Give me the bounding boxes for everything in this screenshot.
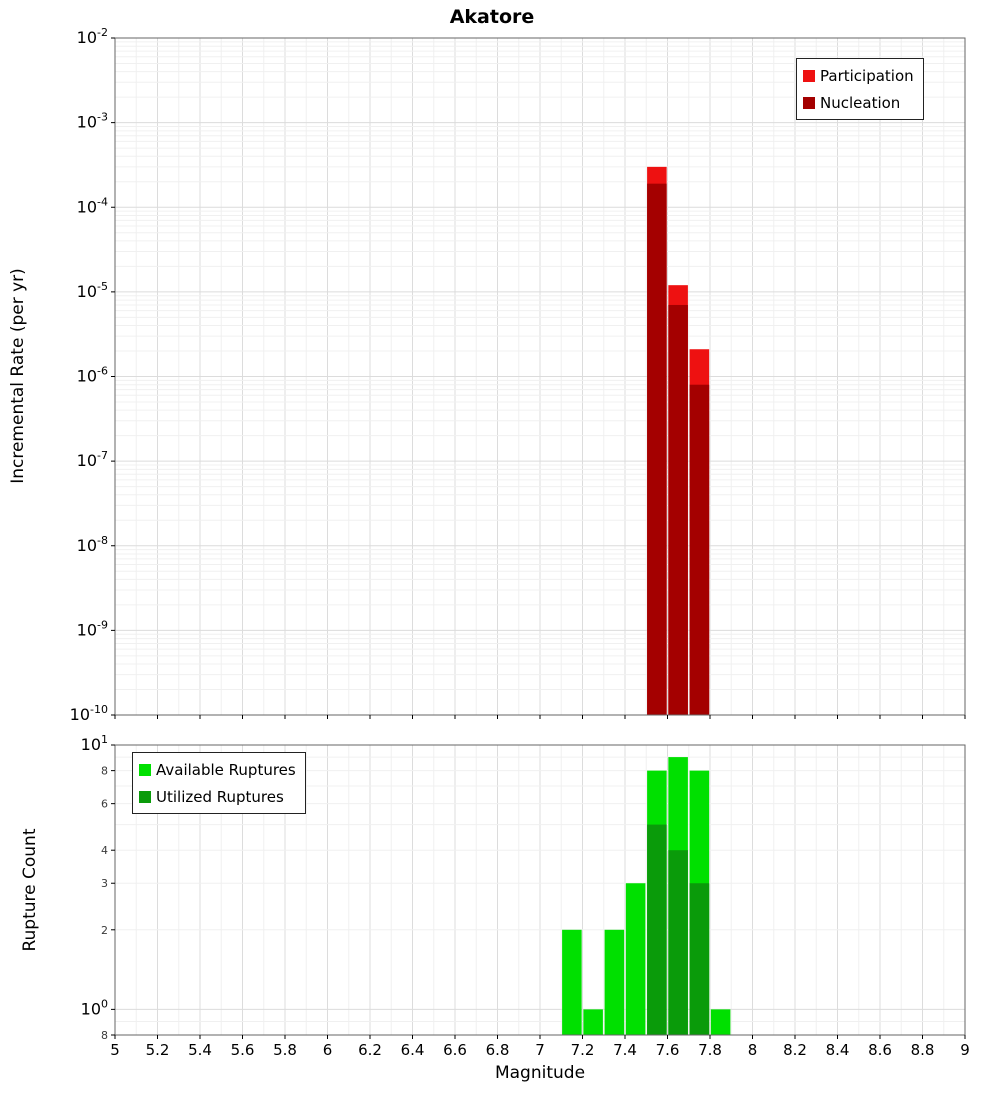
legend-item-nucleation: Nucleation	[803, 89, 914, 116]
legend-label-available: Available Ruptures	[156, 760, 296, 779]
svg-text:6: 6	[101, 798, 108, 811]
rate-legend: Participation Nucleation	[796, 58, 924, 120]
svg-text:7.4: 7.4	[613, 1041, 637, 1059]
legend-item-participation: Participation	[803, 62, 914, 89]
svg-text:7.2: 7.2	[571, 1041, 595, 1059]
svg-text:7.6: 7.6	[656, 1041, 680, 1059]
svg-text:8.2: 8.2	[783, 1041, 807, 1059]
svg-text:10-4: 10-4	[77, 195, 108, 216]
svg-text:10-6: 10-6	[77, 365, 108, 386]
available-swatch	[139, 763, 151, 776]
participation-swatch	[803, 69, 815, 82]
count-legend: Available Ruptures Utilized Ruptures	[132, 752, 306, 814]
legend-item-available: Available Ruptures	[139, 756, 296, 783]
svg-text:8.4: 8.4	[826, 1041, 850, 1059]
svg-text:9: 9	[960, 1041, 970, 1059]
svg-text:101: 101	[81, 733, 108, 754]
svg-text:8.6: 8.6	[868, 1041, 892, 1059]
svg-text:100: 100	[81, 997, 108, 1018]
svg-text:5.2: 5.2	[146, 1041, 170, 1059]
count-axis-label: Rupture Count	[20, 828, 40, 952]
svg-text:6: 6	[323, 1041, 333, 1059]
svg-text:6.8: 6.8	[486, 1041, 510, 1059]
svg-text:7: 7	[535, 1041, 545, 1059]
svg-text:8.8: 8.8	[911, 1041, 935, 1059]
magnitude-axis-label: Magnitude	[494, 1063, 586, 1083]
svg-text:2: 2	[101, 924, 108, 937]
svg-text:6.6: 6.6	[443, 1041, 467, 1059]
svg-text:10-2: 10-2	[77, 26, 108, 47]
legend-label-participation: Participation	[820, 66, 914, 85]
svg-text:8: 8	[748, 1041, 758, 1059]
svg-text:6.2: 6.2	[358, 1041, 382, 1059]
svg-text:7.8: 7.8	[698, 1041, 722, 1059]
chart-title: Akatore	[449, 6, 535, 28]
svg-text:5.8: 5.8	[273, 1041, 297, 1059]
svg-text:6.4: 6.4	[401, 1041, 425, 1059]
legend-label-utilized: Utilized Ruptures	[156, 787, 284, 806]
svg-text:10-9: 10-9	[77, 618, 108, 639]
svg-text:5.6: 5.6	[231, 1041, 255, 1059]
svg-text:4: 4	[101, 844, 108, 857]
svg-text:5.4: 5.4	[188, 1041, 212, 1059]
svg-text:8: 8	[101, 1029, 108, 1042]
svg-text:10-7: 10-7	[77, 449, 108, 470]
svg-text:8: 8	[101, 765, 108, 778]
legend-label-nucleation: Nucleation	[820, 93, 901, 112]
svg-text:3: 3	[101, 877, 108, 890]
svg-text:10-10: 10-10	[70, 703, 108, 724]
svg-text:10-5: 10-5	[77, 280, 108, 301]
nucleation-swatch	[803, 96, 815, 109]
rate-axis-label: Incremental Rate (per yr)	[8, 268, 28, 484]
svg-text:10-8: 10-8	[77, 534, 108, 555]
utilized-swatch	[139, 790, 151, 803]
svg-text:10-3: 10-3	[77, 111, 108, 132]
svg-text:5: 5	[110, 1041, 120, 1059]
legend-item-utilized: Utilized Ruptures	[139, 783, 296, 810]
